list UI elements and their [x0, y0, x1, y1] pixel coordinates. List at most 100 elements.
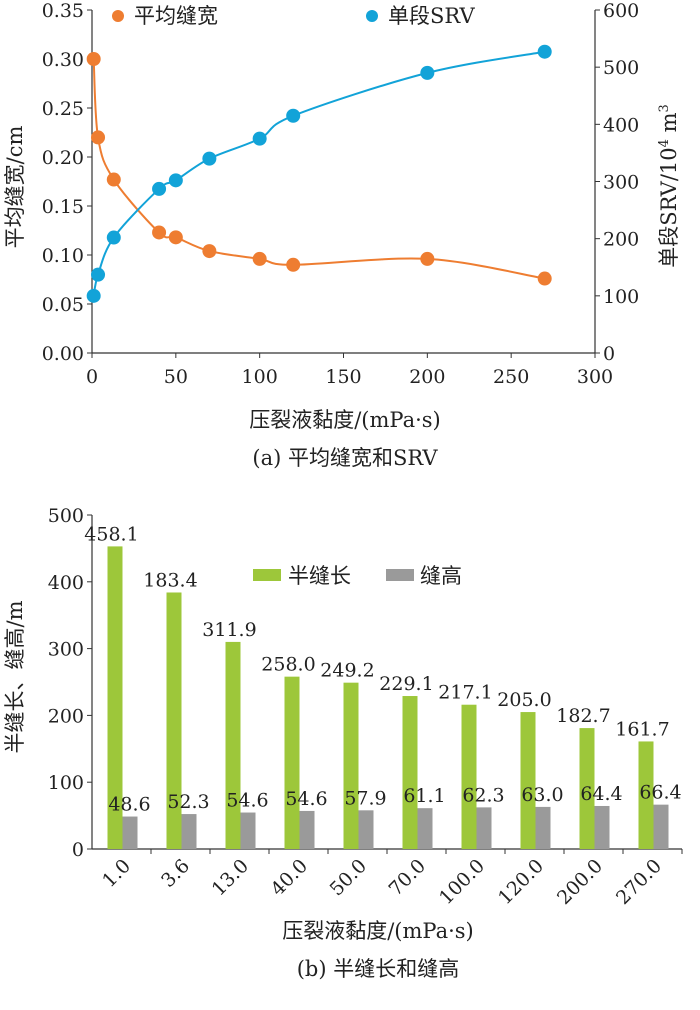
x-tick-label: 0	[86, 366, 98, 388]
bar-half-length	[638, 741, 654, 849]
x-tick-label: 50.0	[326, 855, 371, 900]
x-tick-label: 3.6	[157, 855, 194, 892]
bar-height	[417, 808, 433, 849]
chart-a: 平均缝宽 单段SRV 0.000.050.100.150.200.250.300…	[3, 0, 681, 470]
y-tick-label: 0	[72, 839, 84, 861]
legend-marker-srv	[366, 10, 378, 22]
data-point-average-width	[286, 257, 301, 272]
chart-a-x-axis-title: 压裂液黏度/(mPa·s)	[249, 408, 441, 432]
legend-label-height: 缝高	[420, 564, 462, 588]
chart-a-caption: (a) 平均缝宽和SRV	[252, 446, 438, 470]
data-point-average-width	[86, 52, 101, 66]
chart-a-right-tick-labels: 0 100 200 300 400 500 600	[603, 0, 639, 365]
chart-a-legend: 平均缝宽 单段SRV	[112, 4, 475, 28]
left-tick-label: 0.05	[42, 294, 84, 316]
data-point-average-width	[168, 230, 183, 245]
y-tick-label: 100	[48, 772, 84, 794]
right-axis-title-unit: m	[657, 112, 681, 139]
data-point-average-width	[252, 251, 267, 266]
data-label-height: 54.6	[226, 790, 268, 812]
data-label-half-length: 229.1	[379, 673, 433, 695]
left-tick-label: 0.30	[42, 49, 84, 71]
y-tick-label: 300	[48, 639, 84, 661]
y-tick-label: 200	[48, 705, 84, 727]
left-tick-label: 0.25	[42, 98, 84, 120]
legend-marker-average-width	[112, 10, 124, 22]
data-label-half-length: 161.7	[615, 718, 669, 740]
data-label-half-length: 458.1	[84, 523, 138, 545]
chart-a-left-axis-title: 平均缝宽/cm	[3, 126, 27, 249]
bar-half-length	[225, 641, 241, 849]
data-label-height: 63.0	[521, 784, 563, 806]
data-label-height: 57.9	[344, 787, 386, 809]
legend-label-average-width: 平均缝宽	[134, 4, 218, 28]
data-point-srv	[168, 173, 183, 188]
bar-height	[299, 810, 315, 849]
legend-marker-height	[386, 569, 414, 581]
left-tick-label: 0.10	[42, 245, 84, 267]
chart-b-x-tick-labels: 1.0 3.6 13.0 40.0 50.0 70.0 100.0 120.0 200.0 270…	[98, 855, 666, 909]
data-point-srv	[106, 230, 121, 245]
bar-half-length	[107, 546, 123, 849]
right-tick-label: 100	[603, 286, 639, 308]
data-point-srv	[91, 267, 106, 282]
x-tick-label: 100	[242, 366, 278, 388]
x-tick-label: 150	[325, 366, 361, 388]
data-label-half-length: 249.2	[320, 660, 374, 682]
chart-b-y-axis-title: 半缝长、缝高/m	[3, 600, 27, 753]
x-tick-label: 50	[164, 366, 188, 388]
chart-a-series	[86, 44, 552, 303]
data-label-height: 48.6	[108, 794, 150, 816]
bar-height	[594, 805, 610, 849]
x-tick-label: 200.0	[553, 855, 607, 909]
chart-b-legend: 半缝长 缝高	[253, 564, 462, 588]
x-tick-label: 13.0	[208, 855, 253, 900]
data-label-half-length: 217.1	[438, 682, 492, 704]
data-label-half-length: 311.9	[202, 619, 256, 641]
bar-height	[535, 806, 551, 849]
left-tick-label: 0.35	[42, 0, 84, 22]
chart-b-y-tick-labels: 0 100 200 300 400 500	[48, 505, 84, 861]
right-axis-title-main: 单段SRV/10	[657, 147, 681, 267]
bar-half-length	[461, 704, 477, 849]
right-tick-label: 200	[603, 229, 639, 251]
bar-half-length	[284, 676, 300, 849]
x-tick-label: 40.0	[267, 855, 312, 900]
data-label-height: 66.4	[639, 782, 681, 804]
x-tick-label: 270.0	[612, 855, 666, 909]
bar-height	[358, 810, 374, 849]
data-label-height: 64.4	[580, 783, 622, 805]
bar-height	[181, 814, 197, 849]
data-label-height: 61.1	[403, 785, 445, 807]
data-point-srv	[286, 108, 301, 123]
right-tick-label: 400	[603, 114, 639, 136]
left-tick-label: 0.20	[42, 147, 84, 169]
data-point-srv	[420, 65, 435, 80]
legend-label-srv: 单段SRV	[388, 4, 475, 28]
bar-height	[240, 812, 256, 849]
chart-b-x-axis-title: 压裂液黏度/(mPa·s)	[282, 919, 474, 943]
data-point-average-width	[420, 251, 435, 266]
right-tick-label: 600	[603, 0, 639, 22]
series-line-average-width	[92, 58, 545, 280]
data-point-srv	[152, 181, 167, 196]
x-tick-label: 300	[577, 366, 613, 388]
data-point-srv	[537, 44, 552, 59]
chart-a-x-tick-labels: 0 50 100 150 200 250 300	[86, 366, 613, 388]
bar-half-length	[402, 696, 418, 849]
x-tick-label: 120.0	[494, 855, 548, 909]
data-label-half-length: 182.7	[556, 705, 610, 727]
bar-half-length	[579, 728, 595, 849]
left-tick-label: 0.15	[42, 196, 84, 218]
bar-half-length	[166, 592, 182, 849]
x-tick-label: 1.0	[98, 855, 135, 892]
bar-half-length	[343, 682, 359, 849]
chart-b-caption: (b) 半缝长和缝高	[297, 957, 460, 981]
legend-label-half-length: 半缝长	[288, 564, 351, 588]
y-tick-label: 400	[48, 572, 84, 594]
y-tick-label: 500	[48, 505, 84, 527]
right-tick-label: 500	[603, 57, 639, 79]
bar-height	[122, 816, 138, 849]
